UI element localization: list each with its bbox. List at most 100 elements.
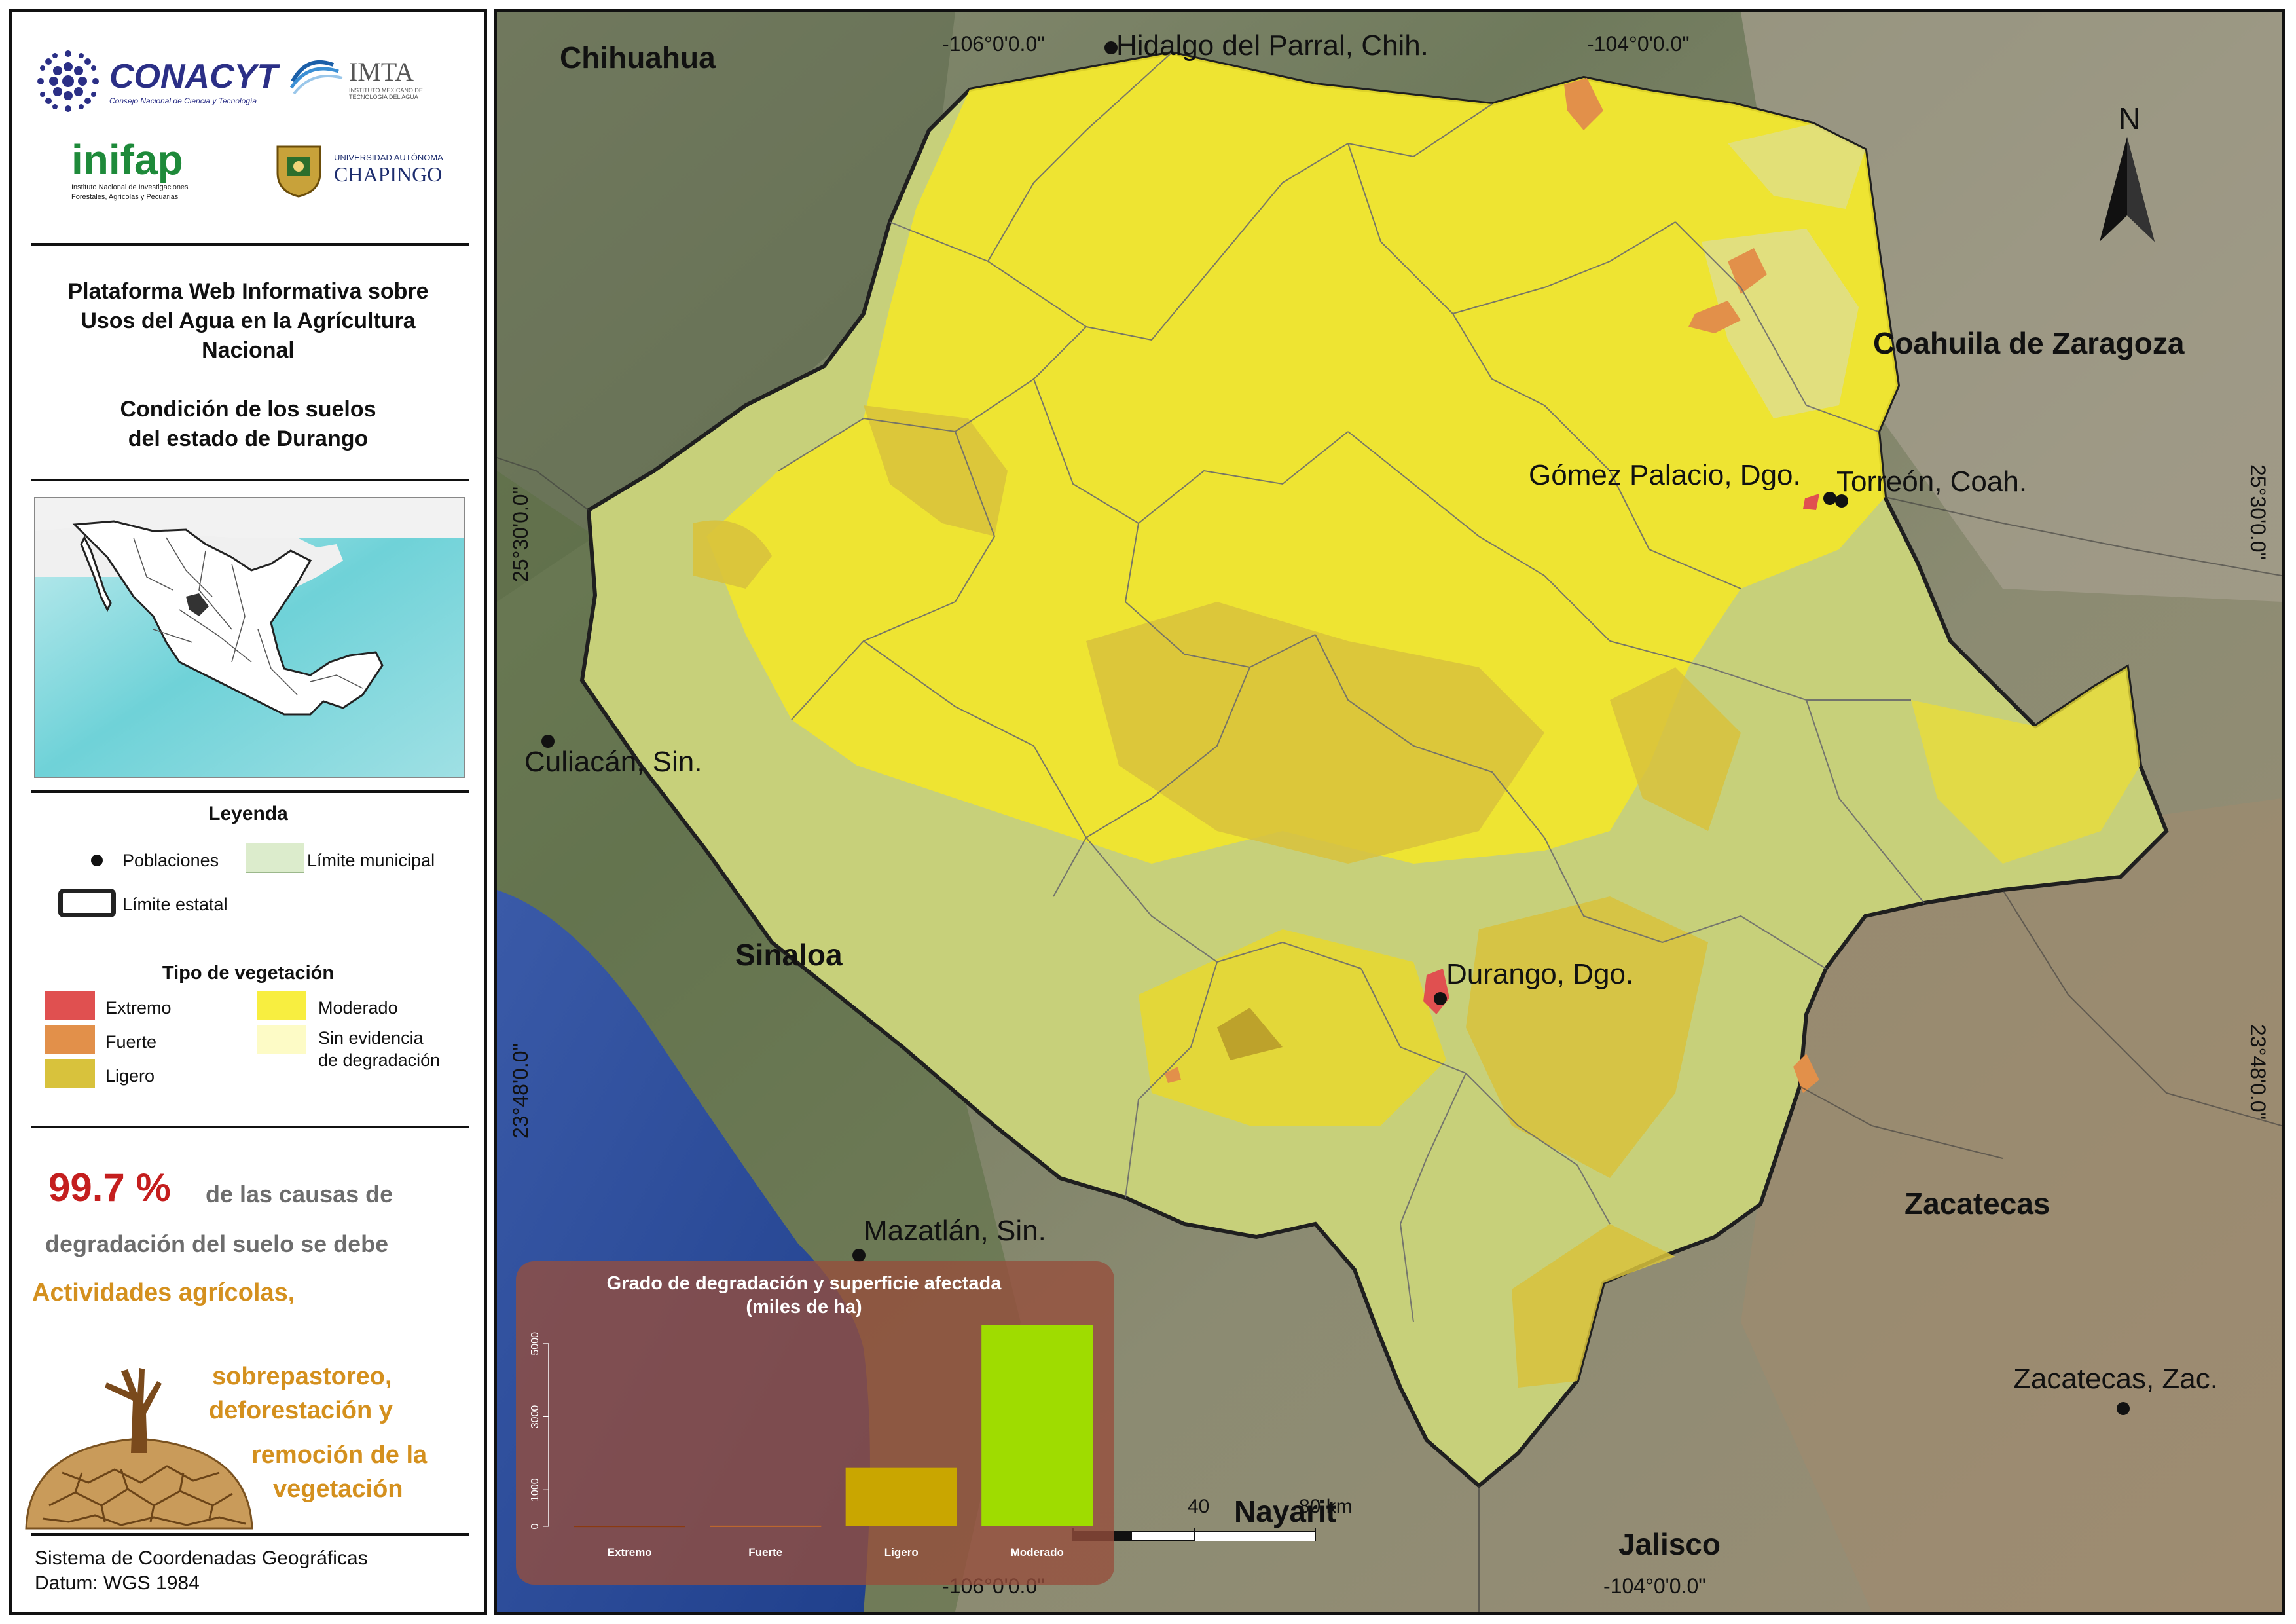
scale-label-80: 80 km xyxy=(1299,1496,1353,1517)
scale-label-40: 40 xyxy=(1188,1496,1210,1517)
sin-evidencia-label-2: de degradación xyxy=(318,1050,441,1070)
x-tick-label: Extremo xyxy=(608,1546,652,1559)
extremo-swatch xyxy=(45,991,95,1020)
city-label-zacatecas: Zacatecas, Zac. xyxy=(2013,1363,2219,1395)
info-panel: CONACYT Consejo Nacional de Ciencia y Te… xyxy=(9,9,487,1615)
state-label-coahuila: Coahuila de Zaragoza xyxy=(1873,326,2185,360)
ligero-swatch xyxy=(45,1059,95,1088)
limite-estatal-label: Límite estatal xyxy=(122,895,228,914)
conacyt-emblem-icon xyxy=(37,50,99,112)
municipal-boundaries xyxy=(778,52,1925,1323)
poblaciones-label: Poblaciones xyxy=(122,851,219,870)
moderado-swatch xyxy=(257,991,306,1020)
fuerte-swatch xyxy=(45,1025,95,1054)
city-dot-zacatecas xyxy=(2117,1402,2130,1415)
percent-value: 99.7 % xyxy=(48,1166,171,1209)
state-label-nayarit: Nayarit xyxy=(1234,1494,1336,1528)
coord-left-lower: 23°48'0.0" xyxy=(509,1043,532,1139)
legend-heading: Leyenda xyxy=(208,803,288,824)
limite-municipal-label: Límite municipal xyxy=(307,851,435,870)
dry-tree-icon xyxy=(25,1368,253,1530)
moderado-zone xyxy=(706,53,1898,864)
sin-evidencia-label: Sin evidencia xyxy=(318,1028,424,1048)
subtitle-line-1: Condición de los suelos xyxy=(120,397,376,422)
bar-ligero xyxy=(845,1467,957,1526)
limite-estatal-swatch xyxy=(58,889,116,917)
fuerte-spot xyxy=(1793,1054,1819,1093)
chapingo-name: CHAPINGO xyxy=(334,162,443,186)
moderado-label: Moderado xyxy=(318,998,398,1018)
city-dot-mazatlan xyxy=(852,1249,866,1262)
crs-line-1: Sistema de Coordenadas Geográficas xyxy=(35,1547,368,1569)
vegetation-heading: Tipo de vegetación xyxy=(162,963,335,984)
cause-1: Actividades agrícolas, xyxy=(32,1279,295,1306)
stats-text-2: degradación del suelo se debe xyxy=(45,1230,389,1257)
y-tick-label: 1000 xyxy=(530,1478,541,1502)
city-dot-culiacan xyxy=(541,735,555,748)
conacyt-logo: CONACYT Consejo Nacional de Ciencia y Te… xyxy=(32,45,278,117)
extremo-label: Extremo xyxy=(105,998,172,1018)
chart-title: Grado de degradación y superficie afecta… xyxy=(516,1272,1092,1319)
chapingo-shield-icon xyxy=(276,145,321,198)
y-tick-label: 3000 xyxy=(530,1405,541,1429)
fuerte-spot xyxy=(1688,301,1741,333)
chart-title-line: Grado de degradación y superficie afecta… xyxy=(606,1273,1002,1294)
fuerte-spot xyxy=(1165,1067,1181,1083)
state-label-jalisco: Jalisco xyxy=(1618,1527,1721,1561)
coord-right-upper: 25°30'0.0" xyxy=(2246,464,2270,560)
degradation-chart: 0 1000 3000 5000 Extremo Fuerte Ligero Moderado xyxy=(516,1261,1114,1585)
coord-bottom-right: -104°0'0.0" xyxy=(1603,1574,1706,1598)
bar-extremo xyxy=(574,1526,685,1528)
state-label-zacatecas: Zacatecas xyxy=(1904,1187,2050,1221)
separator xyxy=(31,790,469,793)
cause-5: vegetación xyxy=(273,1475,403,1503)
bar-moderado xyxy=(981,1325,1093,1526)
y-tick-label: 5000 xyxy=(530,1332,541,1356)
coord-top-right: -104°0'0.0" xyxy=(1587,32,1690,56)
imta-wave-icon xyxy=(289,60,343,95)
city-dot-gomez xyxy=(1823,492,1836,505)
title-line-3: Nacional xyxy=(202,338,295,363)
city-dot-hidalgo xyxy=(1104,41,1118,54)
city-label-torreon: Torreón, Coah. xyxy=(1836,466,2028,498)
x-tick-label: Fuerte xyxy=(748,1546,782,1559)
inifap-name: inifap xyxy=(71,136,183,183)
map-subtitle: Condición de los suelos del estado de Du… xyxy=(12,395,484,454)
chart-subtitle-line: (miles de ha) xyxy=(746,1297,862,1318)
locator-map xyxy=(34,497,465,778)
poblaciones-symbol xyxy=(91,855,103,866)
extremo-spot xyxy=(1803,494,1819,510)
city-label-durango: Durango, Dgo. xyxy=(1446,958,1634,990)
x-tick-label: Moderado xyxy=(1011,1546,1064,1559)
imta-subtitle: INSTITUTO MEXICANO DE TECNOLOGÍA DEL AGU… xyxy=(349,86,423,100)
north-label: N xyxy=(2119,101,2141,136)
separator xyxy=(31,243,469,246)
sin-evidencia-swatch xyxy=(257,1025,306,1054)
cause-2: sobrepastoreo, xyxy=(212,1363,392,1390)
title-line-2: Usos del Agua en la Agrícultura xyxy=(81,308,416,333)
separator xyxy=(31,1533,469,1536)
x-tick-label: Ligero xyxy=(884,1546,919,1559)
cause-4: remoción de la xyxy=(251,1441,428,1469)
conacyt-subtitle: Consejo Nacional de Ciencia y Tecnología xyxy=(109,96,257,105)
cause-3: deforestación y xyxy=(209,1397,393,1424)
limite-municipal-swatch xyxy=(246,843,304,873)
imta-logo: IMTA INSTITUTO MEXICANO DE TECNOLOGÍA DE… xyxy=(287,52,447,104)
coord-right-lower: 23°48'0.0" xyxy=(2246,1024,2270,1120)
bar-fuerte xyxy=(710,1525,822,1527)
platform-title: Plataforma Web Informativa sobre Usos de… xyxy=(12,277,484,365)
city-label-gomez: Gómez Palacio, Dgo. xyxy=(1529,459,1801,491)
title-line-1: Plataforma Web Informativa sobre xyxy=(67,279,429,304)
chapingo-top: UNIVERSIDAD AUTÓNOMA xyxy=(334,153,443,162)
north-arrow-icon xyxy=(2100,137,2155,242)
fuerte-label: Fuerte xyxy=(105,1032,157,1052)
city-label-hidalgo: Hidalgo del Parral, Chih. xyxy=(1116,29,1429,62)
stats-text-1: de las causas de xyxy=(206,1181,393,1208)
crs-line-2: Datum: WGS 1984 xyxy=(35,1572,200,1594)
inifap-subtitle: Instituto Nacional de Investigaciones Fo… xyxy=(71,183,189,201)
mexico-outline xyxy=(72,520,384,716)
separator xyxy=(31,479,469,481)
city-dot-durango xyxy=(1434,992,1447,1005)
fuerte-spot xyxy=(1564,78,1603,130)
state-label-sinaloa: Sinaloa xyxy=(735,938,843,972)
